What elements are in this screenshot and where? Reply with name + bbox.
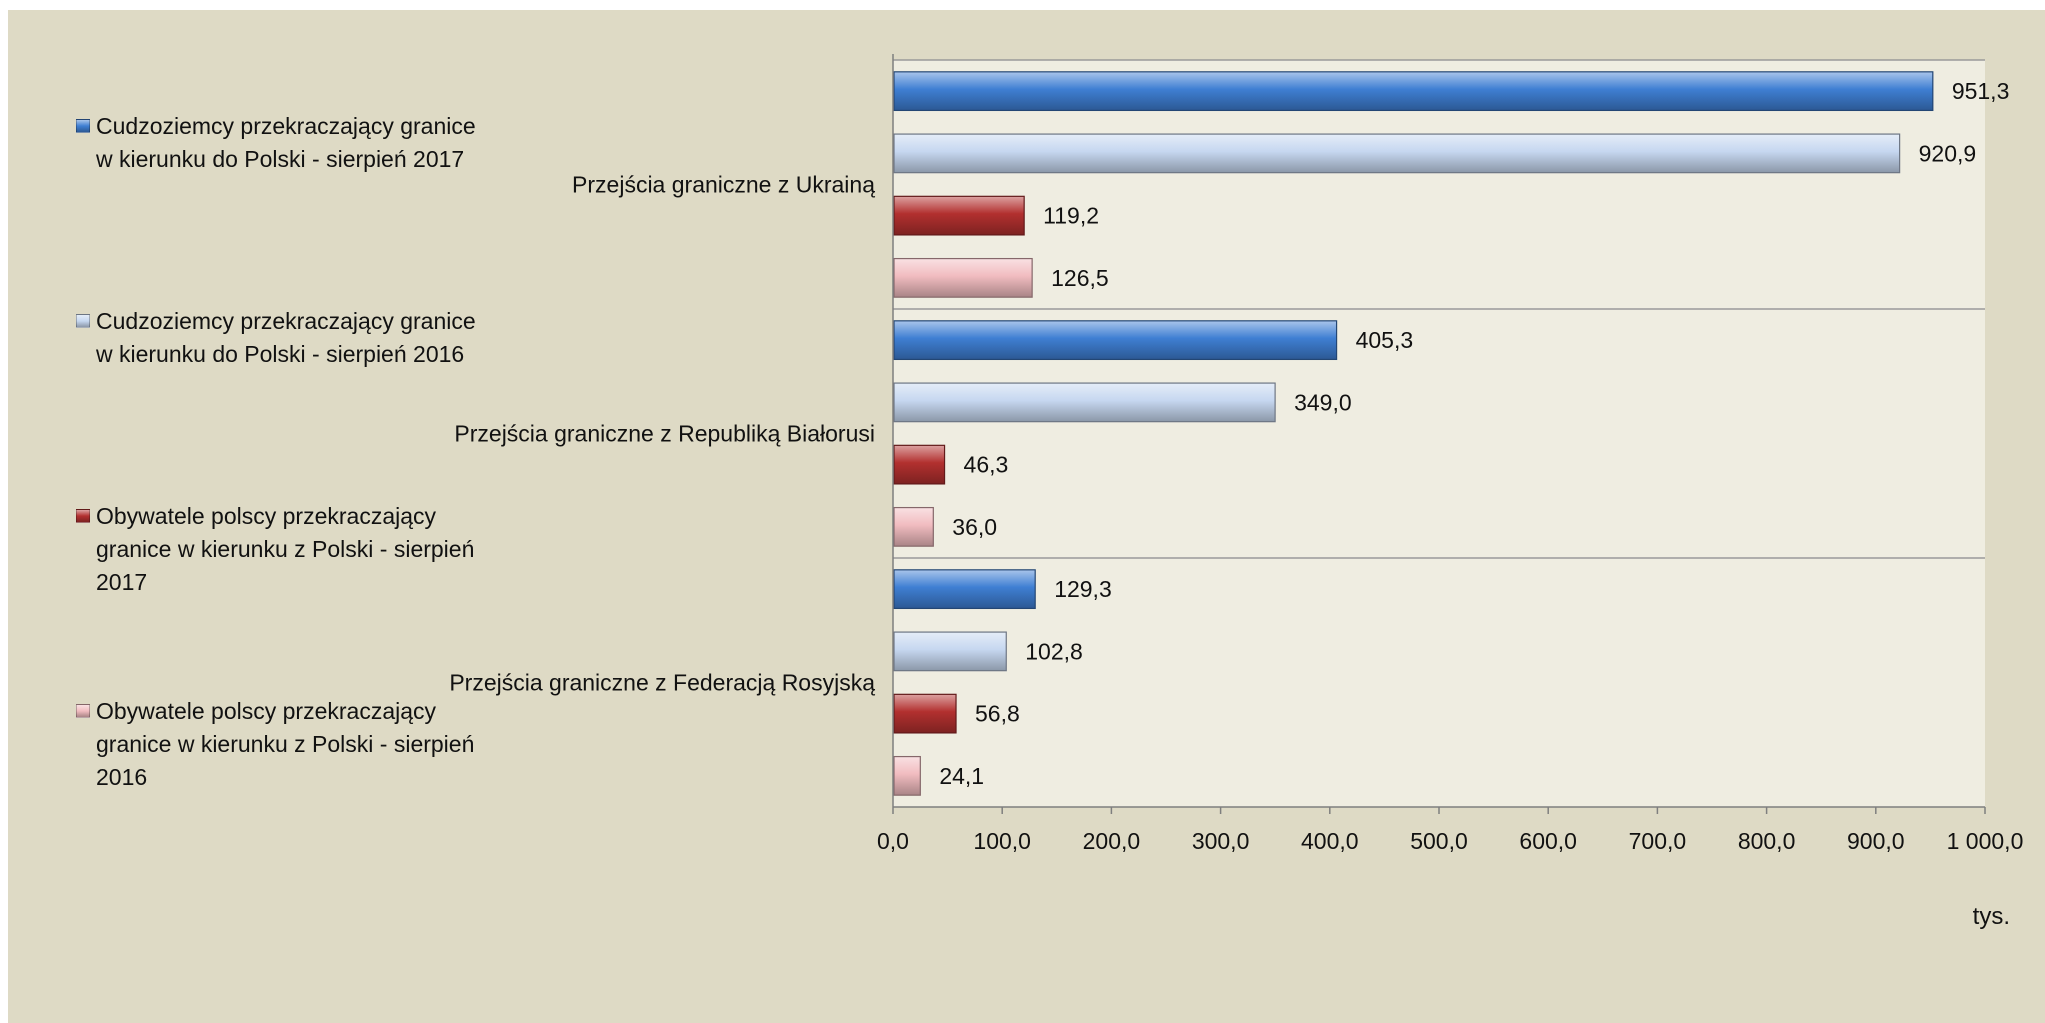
bar-value-label: 126,5	[1051, 265, 1109, 291]
bar	[893, 693, 957, 734]
legend-swatch	[76, 119, 90, 133]
x-tick-label: 1 000,0	[1947, 828, 2024, 854]
chart-plot: 951,3 920,9 119,2 126,5 405,3 349,0 46,3 36,0 12…	[449, 54, 2024, 930]
bar	[893, 71, 1934, 112]
legend-swatch	[76, 509, 90, 523]
bar	[893, 506, 934, 547]
bar-value-label: 349,0	[1294, 389, 1352, 415]
legend-label: Cudzoziemcy przekraczający granice w kie…	[96, 308, 476, 367]
bar	[893, 195, 1025, 236]
bar-value-label: 129,3	[1054, 576, 1112, 602]
category-label: Przejścia graniczne z Federacją Rosyjską	[449, 670, 875, 696]
x-tick-label: 300,0	[1192, 828, 1250, 854]
plot-area	[893, 60, 1985, 807]
legend-label: Cudzoziemcy przekraczający granice w kie…	[96, 113, 476, 172]
x-tick-label: 800,0	[1738, 828, 1796, 854]
legend-swatch	[76, 314, 90, 328]
legend-label: Obywatele polscy przekraczający granice …	[96, 698, 475, 790]
x-tick-label: 100,0	[973, 828, 1031, 854]
legend-item: Obywatele polscy przekraczający granice …	[76, 695, 496, 890]
bar	[893, 569, 1036, 610]
legend-swatch	[76, 704, 90, 718]
bar	[893, 444, 946, 485]
x-tick-label: 0,0	[877, 828, 909, 854]
bar	[893, 133, 1901, 174]
unit-label: tys.	[1973, 903, 2010, 930]
x-tick-label: 600,0	[1519, 828, 1577, 854]
bar	[893, 755, 921, 796]
x-tick-label: 200,0	[1083, 828, 1141, 854]
category-label: Przejścia graniczne z Republiką Białorus…	[454, 421, 875, 447]
bar-value-label: 405,3	[1356, 327, 1414, 353]
x-tick-label: 500,0	[1410, 828, 1468, 854]
bar	[893, 320, 1338, 361]
legend-item: Obywatele polscy przekraczający granice …	[76, 500, 496, 695]
legend-item: Cudzoziemcy przekraczający granice w kie…	[76, 110, 496, 305]
x-tick-label: 900,0	[1847, 828, 1905, 854]
bar-value-label: 119,2	[1043, 203, 1099, 229]
legend-label: Obywatele polscy przekraczający granice …	[96, 503, 475, 595]
bar-value-label: 46,3	[964, 452, 1009, 478]
bar	[893, 382, 1276, 423]
bar-value-label: 951,3	[1952, 78, 2010, 104]
bar-value-label: 56,8	[975, 701, 1020, 727]
bar-value-label: 36,0	[952, 514, 997, 540]
chart-frame: 951,3 920,9 119,2 126,5 405,3 349,0 46,3 36,0 12…	[8, 10, 2045, 1023]
bar	[893, 631, 1007, 672]
x-tick-label: 400,0	[1301, 828, 1359, 854]
bar-value-label: 920,9	[1919, 140, 1977, 166]
bar	[893, 257, 1033, 298]
bar-value-label: 24,1	[939, 763, 984, 789]
bar-value-label: 102,8	[1025, 638, 1083, 664]
legend: Cudzoziemcy przekraczający granice w kie…	[76, 110, 496, 890]
x-tick-label: 700,0	[1629, 828, 1687, 854]
category-label: Przejścia graniczne z Ukrainą	[572, 172, 875, 198]
legend-item: Cudzoziemcy przekraczający granice w kie…	[76, 305, 496, 500]
